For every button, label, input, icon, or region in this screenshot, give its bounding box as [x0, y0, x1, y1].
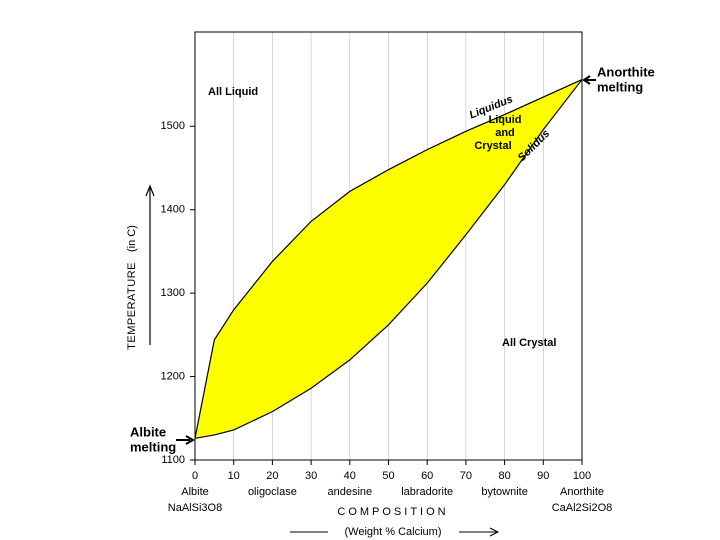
two-phase-area [195, 79, 582, 439]
melting-label: melting [130, 439, 176, 454]
melting-label: Albite [130, 424, 166, 439]
x-axis-sublabel: (Weight % Calcium) [345, 526, 442, 538]
y-tick-label: 1300 [161, 287, 185, 299]
x-tick-label: 30 [305, 470, 317, 482]
region-label: Liquid [489, 114, 522, 126]
end-member-label: CaAl2Si2O8 [552, 502, 613, 514]
mineral-label: bytownite [481, 486, 527, 498]
mineral-label: andesine [327, 486, 372, 498]
end-member-label: Albite [181, 486, 209, 498]
end-member-label: Anorthite [560, 486, 604, 498]
x-tick-label: 0 [192, 470, 198, 482]
x-tick-label: 90 [537, 470, 549, 482]
region-label: All Liquid [208, 86, 258, 98]
mineral-label: oligoclase [248, 486, 297, 498]
x-tick-label: 100 [573, 470, 591, 482]
curve [194, 79, 583, 439]
end-member-label: NaAlSi3O8 [168, 502, 222, 514]
x-tick-label: 80 [498, 470, 510, 482]
x-tick-label: 70 [460, 470, 472, 482]
arrow [582, 75, 596, 85]
plot: 0 10 20 30 40 50 60 70 80 90 100 1100 1200 1300 1400 15… [161, 31, 613, 514]
x-axis-label: COMPOSITION [337, 506, 448, 518]
region-label: and [495, 127, 515, 139]
y-tick-label: 1400 [161, 204, 185, 216]
region-label: Crystal [474, 140, 511, 152]
x-tick-label: 40 [344, 470, 356, 482]
x-tick-label: 20 [266, 470, 278, 482]
y-tick-label: 1200 [161, 370, 185, 382]
arrow [176, 435, 196, 445]
x-tick-label: 10 [228, 470, 240, 482]
y-axis-sublabel: (in C) [126, 225, 138, 252]
x-tick-label: 50 [382, 470, 394, 482]
x-tick-label: 60 [421, 470, 433, 482]
region-label: All Crystal [502, 337, 556, 349]
melting-label: melting [597, 79, 643, 94]
axis-arrow [145, 184, 155, 345]
mineral-label: labradorite [401, 486, 453, 498]
y-axis-label: TEMPERATURE [126, 262, 138, 350]
curve [194, 79, 583, 439]
y-tick-label: 1100 [161, 454, 185, 466]
melting-label: Anorthite [597, 64, 655, 79]
axis-arrow [290, 527, 500, 537]
y-tick-label: 1500 [161, 120, 185, 132]
